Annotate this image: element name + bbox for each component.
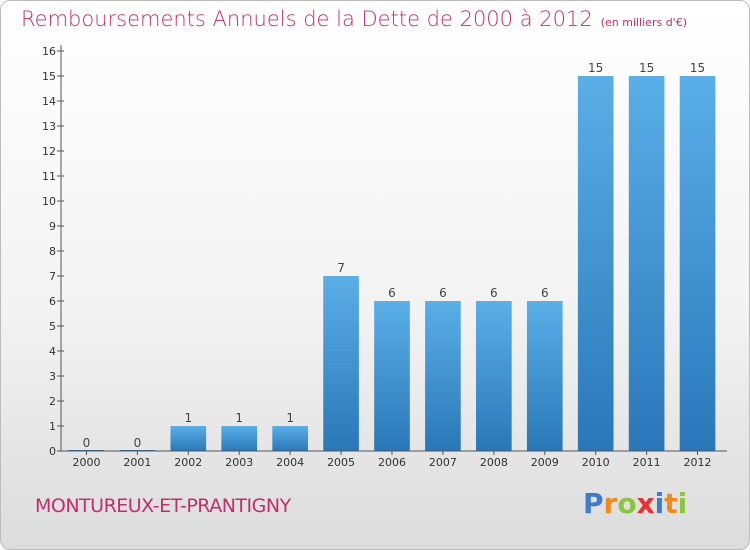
data-label: 7 (337, 261, 345, 275)
logo-letter: P (583, 487, 604, 520)
x-tick-label: 2000 (72, 456, 100, 469)
y-tick-label: 10 (42, 195, 56, 208)
y-tick-label: 5 (49, 320, 56, 333)
y-tick-label: 11 (42, 170, 56, 183)
x-tick-label: 2004 (276, 456, 304, 469)
y-tick-label: 1 (49, 420, 56, 433)
x-tick-label: 2003 (225, 456, 253, 469)
x-tick-label: 2005 (327, 456, 355, 469)
bar-2006 (374, 301, 410, 451)
logo-letter: t (664, 487, 678, 520)
y-tick-label: 15 (42, 70, 56, 83)
data-label: 6 (541, 286, 549, 300)
bar-2002 (170, 426, 207, 451)
x-tick-label: 2002 (174, 456, 202, 469)
y-tick-label: 9 (49, 220, 56, 233)
x-tick-label: 2012 (684, 456, 712, 469)
y-tick-label: 8 (49, 245, 56, 258)
x-tick-label: 2001 (123, 456, 151, 469)
logo-letter: x (636, 487, 655, 520)
chart-subtitle: (en milliers d'€) (600, 16, 687, 29)
data-label: 1 (184, 411, 192, 425)
y-tick-label: 16 (42, 45, 56, 58)
data-label: 6 (490, 286, 498, 300)
data-label: 15 (690, 61, 705, 75)
bar-2003 (221, 426, 258, 451)
logo-letter: r (603, 487, 618, 520)
y-tick-label: 7 (49, 270, 56, 283)
chart-title: Remboursements Annuels de la Dette de 20… (21, 7, 593, 31)
bar-2008 (476, 301, 512, 451)
data-label: 0 (134, 436, 142, 450)
bar-2007 (425, 301, 461, 451)
data-label: 0 (83, 436, 91, 450)
x-tick-label: 2009 (531, 456, 559, 469)
x-tick-label: 2007 (429, 456, 457, 469)
labels-layer: 0 2000 0 2001 1 2002 1 2003 1 2004 7 2005 6 2006 6 2007… (42, 45, 712, 469)
x-tick-label: 2008 (480, 456, 508, 469)
y-tick-label: 12 (42, 145, 56, 158)
y-tick-label: 3 (49, 370, 56, 383)
logo-letter: i (654, 487, 665, 520)
bar-2005 (323, 276, 359, 451)
title-row: Remboursements Annuels de la Dette de 20… (21, 7, 687, 31)
y-tick-label: 0 (49, 445, 56, 458)
bar-2004 (272, 426, 308, 451)
data-label: 6 (388, 286, 396, 300)
bar-2010 (577, 76, 614, 451)
x-tick-label: 2006 (378, 456, 406, 469)
municipality-name: MONTUREUX-ET-PRANTIGNY (35, 495, 291, 517)
bar-2011 (628, 76, 665, 451)
x-tick-label: 2011 (633, 456, 661, 469)
proxiti-logo: Proxiti (583, 487, 687, 520)
data-label: 15 (639, 61, 654, 75)
logo-letter: i (677, 487, 688, 520)
bars-layer (68, 76, 716, 451)
y-tick-label: 14 (42, 95, 56, 108)
x-tick-label: 2010 (582, 456, 610, 469)
logo-letter: o (617, 487, 637, 520)
data-label: 6 (439, 286, 447, 300)
y-tick-label: 4 (49, 345, 56, 358)
y-tick-label: 6 (49, 295, 56, 308)
data-label: 1 (286, 411, 294, 425)
bar-2009 (526, 301, 563, 451)
axes-layer (57, 45, 727, 455)
data-label: 1 (235, 411, 243, 425)
y-tick-label: 2 (49, 395, 56, 408)
y-tick-label: 13 (42, 120, 56, 133)
bar-2012 (679, 76, 716, 451)
data-label: 15 (588, 61, 603, 75)
